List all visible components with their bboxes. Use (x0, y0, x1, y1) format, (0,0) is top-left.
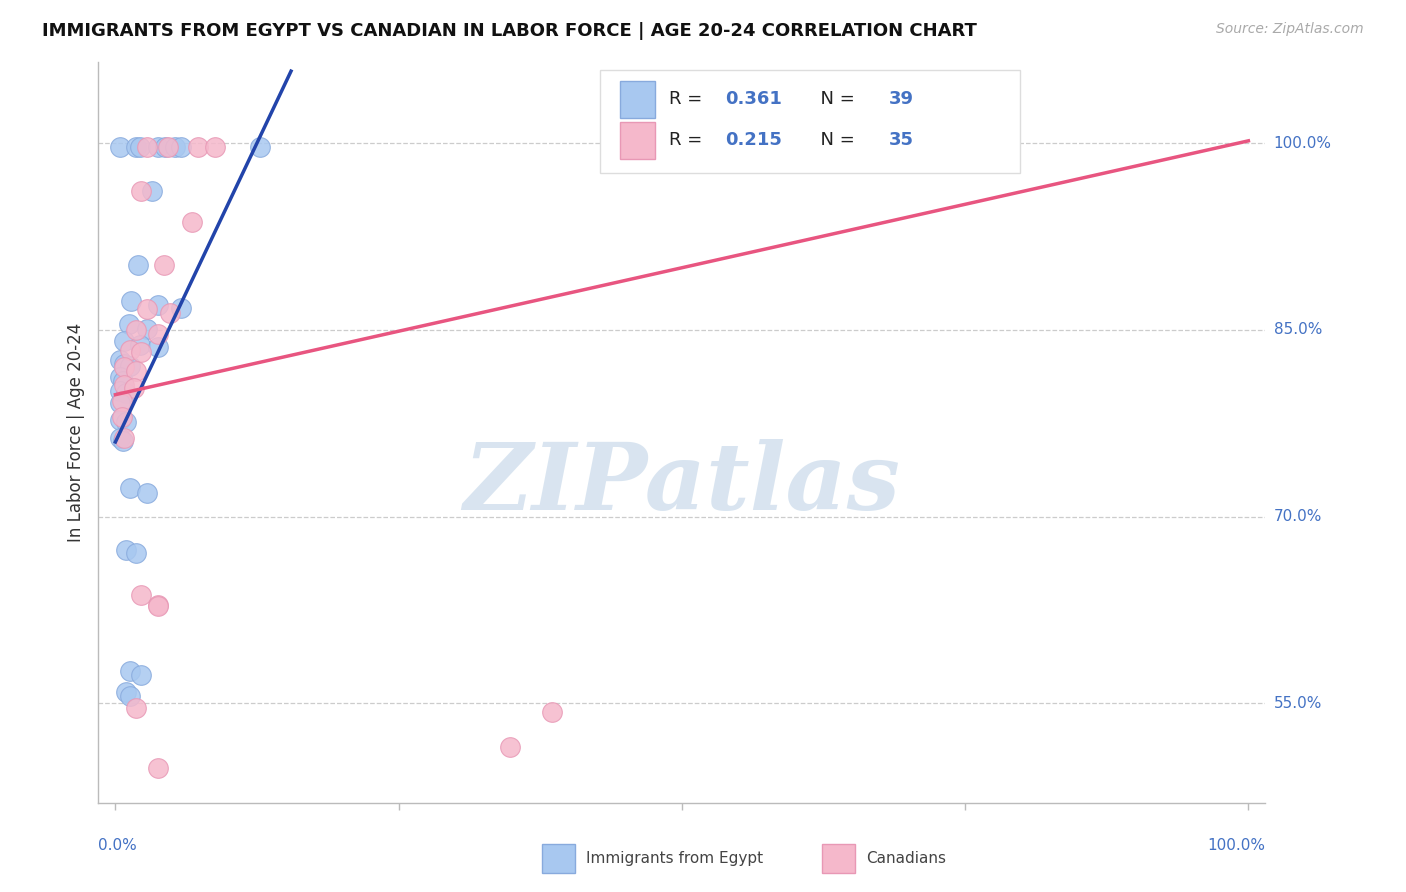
Point (108, 431, 131, 445)
Point (187, 140, 209, 154)
Point (111, 393, 134, 408)
Point (148, 326, 170, 341)
Point (108, 384, 131, 398)
Point (108, 352, 131, 367)
Text: 100.0%: 100.0% (1208, 838, 1265, 853)
Point (120, 664, 142, 678)
Point (125, 323, 148, 337)
Point (141, 184, 163, 198)
Point (148, 140, 170, 154)
Point (125, 140, 148, 154)
Point (120, 359, 142, 373)
Point (108, 396, 131, 410)
Point (114, 386, 136, 401)
Text: 0.215: 0.215 (725, 131, 782, 149)
Point (540, 705, 562, 719)
Point (136, 322, 159, 336)
Point (108, 412, 131, 426)
Point (131, 345, 153, 359)
Point (111, 410, 134, 425)
Point (108, 370, 131, 384)
Bar (620, 121, 655, 159)
Point (165, 140, 187, 154)
FancyBboxPatch shape (600, 70, 1021, 173)
Point (499, 739, 522, 754)
Point (125, 546, 148, 560)
Point (120, 481, 142, 495)
Text: N =: N = (808, 131, 860, 149)
Point (148, 298, 170, 312)
Bar (541, 844, 575, 873)
Point (114, 334, 136, 348)
Point (114, 543, 136, 558)
Point (170, 140, 193, 154)
Point (156, 140, 179, 154)
Bar (823, 844, 855, 873)
Point (170, 301, 193, 315)
Point (127, 258, 149, 272)
Point (114, 360, 136, 375)
Text: N =: N = (808, 90, 860, 109)
Point (114, 431, 136, 445)
Text: ZIPatlas: ZIPatlas (464, 440, 900, 530)
Point (114, 685, 136, 699)
Point (136, 140, 159, 154)
Point (125, 364, 148, 378)
Text: Immigrants from Egypt: Immigrants from Egypt (586, 851, 763, 866)
Point (136, 486, 159, 500)
Text: R =: R = (669, 90, 709, 109)
Point (129, 140, 152, 154)
Point (118, 317, 141, 331)
Point (136, 301, 159, 316)
Point (148, 598, 170, 612)
Text: 0.361: 0.361 (725, 90, 782, 109)
Text: IMMIGRANTS FROM EGYPT VS CANADIAN IN LABOR FORCE | AGE 20-24 CORRELATION CHART: IMMIGRANTS FROM EGYPT VS CANADIAN IN LAB… (42, 22, 977, 40)
Point (153, 258, 176, 272)
Point (131, 588, 153, 602)
Point (120, 689, 142, 703)
Point (120, 294, 142, 309)
Text: 39: 39 (889, 90, 914, 109)
Text: 35: 35 (889, 131, 914, 149)
Point (204, 140, 226, 154)
Point (181, 215, 204, 229)
Point (122, 381, 145, 395)
Point (131, 184, 153, 198)
Point (125, 701, 148, 715)
Text: Source: ZipAtlas.com: Source: ZipAtlas.com (1216, 22, 1364, 37)
Text: 100.0%: 100.0% (1274, 136, 1331, 151)
Point (114, 377, 136, 392)
Text: 85.0%: 85.0% (1274, 323, 1322, 337)
Point (131, 667, 153, 681)
Point (129, 338, 152, 352)
Point (155, 140, 177, 154)
Text: Canadians: Canadians (866, 851, 946, 866)
Bar (620, 81, 655, 118)
Text: 70.0%: 70.0% (1274, 509, 1322, 524)
Text: 55.0%: 55.0% (1274, 696, 1322, 711)
Point (148, 599, 170, 614)
Point (108, 140, 131, 154)
Point (159, 305, 181, 319)
Point (148, 340, 170, 354)
Point (148, 761, 170, 775)
Point (120, 343, 142, 357)
Text: R =: R = (669, 131, 709, 149)
Y-axis label: In Labor Force | Age 20-24: In Labor Force | Age 20-24 (66, 323, 84, 542)
Point (112, 374, 135, 388)
Point (114, 357, 136, 371)
Point (249, 140, 271, 154)
Text: 0.0%: 0.0% (98, 838, 138, 853)
Point (112, 434, 135, 448)
Point (114, 415, 136, 429)
